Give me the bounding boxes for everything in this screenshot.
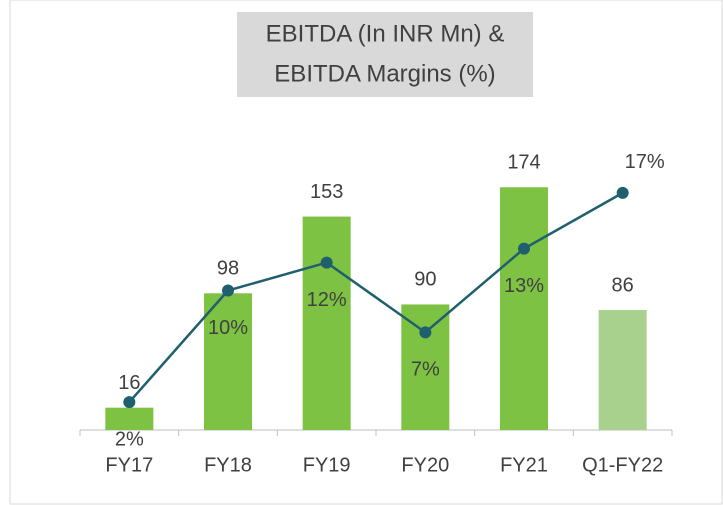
chart-border bbox=[9, 0, 723, 505]
x-tick-label: FY19 bbox=[303, 454, 351, 476]
bar bbox=[500, 187, 548, 430]
margin-label: 7% bbox=[411, 359, 440, 381]
margin-label: 10% bbox=[208, 317, 248, 339]
x-tick-label: FY18 bbox=[204, 454, 252, 476]
bar-value-label: 16 bbox=[118, 372, 140, 394]
bar-value-label: 90 bbox=[414, 269, 436, 291]
margin-point bbox=[616, 186, 629, 199]
bar-value-label: 153 bbox=[310, 181, 343, 203]
margin-line bbox=[128, 191, 624, 403]
margin-label: 17% bbox=[625, 151, 665, 173]
margin-point bbox=[320, 256, 333, 269]
chart-title: EBITDA Margins (%) bbox=[274, 60, 495, 87]
margin-point bbox=[222, 284, 234, 297]
margin-point bbox=[419, 326, 432, 339]
margin-point bbox=[518, 242, 530, 255]
bar-value-label: 98 bbox=[217, 258, 239, 280]
x-tick-label: FY17 bbox=[105, 454, 153, 476]
bar bbox=[598, 310, 647, 430]
margin-label: 2% bbox=[115, 428, 144, 450]
bar bbox=[401, 304, 450, 430]
bar-value-label: 86 bbox=[612, 274, 634, 296]
margin-label: 13% bbox=[504, 275, 544, 297]
title-box bbox=[237, 12, 533, 97]
x-tick-label: Q1-FY22 bbox=[582, 454, 663, 476]
bar bbox=[302, 216, 351, 430]
bar-value-label: 174 bbox=[507, 152, 540, 174]
x-tick-label: FY20 bbox=[401, 454, 449, 476]
chart-title: EBITDA (In INR Mn) & bbox=[266, 20, 505, 47]
bar bbox=[204, 293, 252, 430]
margin-label: 12% bbox=[307, 289, 347, 311]
bar bbox=[105, 407, 154, 430]
x-tick-label: FY21 bbox=[500, 454, 548, 476]
margin-point bbox=[123, 396, 136, 409]
